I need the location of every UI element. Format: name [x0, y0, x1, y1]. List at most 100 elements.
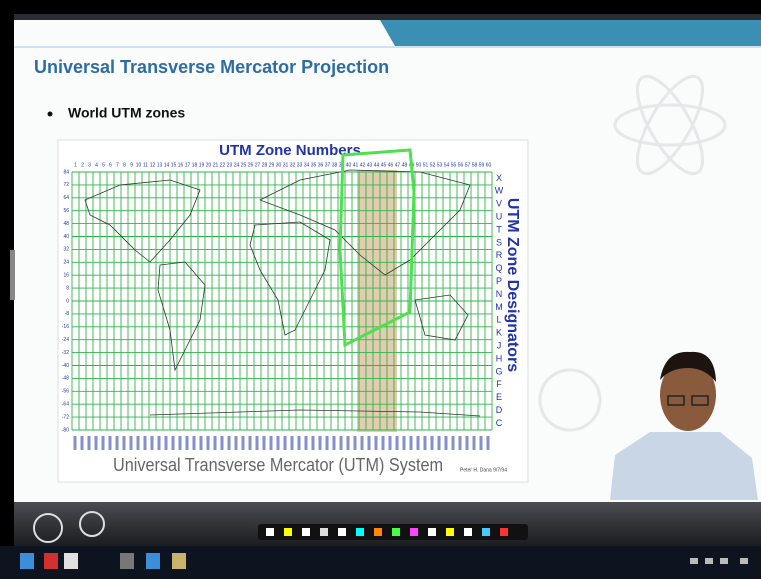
pen-tool[interactable] [338, 528, 346, 536]
taskbar-icon[interactable] [64, 553, 78, 569]
zone-number: 56 [458, 162, 464, 168]
longitude-tick-label [80, 436, 84, 450]
latitude-label: -48 [62, 376, 69, 382]
pen-tool[interactable] [302, 528, 310, 536]
zone-number: 52 [430, 162, 436, 168]
tray-icon [740, 558, 748, 564]
longitude-tick-label [346, 436, 350, 450]
longitude-tick-label [199, 436, 203, 450]
zone-designator: U [496, 212, 503, 222]
longitude-tick-label [388, 436, 392, 450]
latitude-label: 56 [63, 208, 69, 214]
zone-number: 60 [486, 162, 492, 168]
longitude-tick-label [164, 436, 168, 450]
zone-number: 23 [227, 162, 233, 168]
zone-number: 27 [255, 162, 261, 168]
longitude-tick-label [416, 436, 420, 450]
zone-number: 2 [81, 162, 84, 168]
map-system-title: Universal Transverse Mercator (UTM) Syst… [113, 455, 443, 475]
zone-designator: P [496, 276, 502, 286]
pen-tool[interactable] [500, 528, 508, 536]
latitude-label: 24 [63, 260, 69, 266]
longitude-tick-label [87, 436, 91, 450]
taskbar-icons [20, 553, 748, 569]
latitude-label: -40 [62, 363, 69, 369]
zone-number: 34 [304, 162, 310, 168]
zone-number: 11 [143, 162, 148, 168]
latitude-label: -64 [62, 402, 69, 408]
zone-number: 25 [241, 162, 247, 168]
zone-numbers-title: UTM Zone Numbers [219, 142, 361, 159]
latitude-label: 72 [63, 182, 69, 188]
pen-tool[interactable] [374, 528, 382, 536]
taskbar-icon[interactable] [120, 553, 134, 569]
longitude-tick-label [185, 436, 189, 450]
taskbar [0, 546, 761, 579]
longitude-tick-label [486, 436, 490, 450]
zone-number: 47 [395, 162, 401, 168]
zone-number: 31 [283, 162, 289, 168]
pen-tool[interactable] [464, 528, 472, 536]
latitude-label: -16 [62, 324, 69, 330]
pen-tool[interactable] [320, 528, 328, 536]
longitude-tick-label [332, 436, 336, 450]
longitude-tick-label [213, 436, 217, 450]
pen-tool[interactable] [410, 528, 418, 536]
zone-number: 16 [178, 162, 184, 168]
longitude-tick-label [430, 436, 434, 450]
pen-tool[interactable] [356, 528, 364, 536]
longitude-tick-label [227, 436, 231, 450]
longitude-tick-label [94, 436, 98, 450]
zone-number: 59 [479, 162, 485, 168]
zone-number: 50 [416, 162, 422, 168]
zone-number: 51 [423, 162, 429, 168]
zone-number: 30 [276, 162, 282, 168]
latitude-label: 16 [63, 273, 69, 279]
zone-designators-title: UTM Zone Designators [504, 198, 521, 372]
zone-number: 19 [199, 162, 205, 168]
decor-atom [538, 74, 727, 432]
pen-tool[interactable] [392, 528, 400, 536]
zone-number: 13 [157, 162, 163, 168]
longitude-tick-label [472, 436, 476, 450]
longitude-tick-label [367, 436, 371, 450]
zone-designator: D [496, 405, 503, 415]
zone-number: 15 [171, 162, 177, 168]
zone-number: 21 [213, 162, 219, 168]
longitude-tick-label [255, 436, 259, 450]
zone-designator: E [496, 392, 502, 402]
tray-icon [705, 558, 713, 564]
pen-tool[interactable] [482, 528, 490, 536]
zone-number: 53 [437, 162, 443, 168]
taskbar-icon[interactable] [20, 553, 34, 569]
india-region-outline [338, 148, 416, 348]
pen-tool[interactable] [266, 528, 274, 536]
pen-tool[interactable] [428, 528, 436, 536]
continent-outlines [84, 169, 481, 417]
taskbar-icon[interactable] [44, 553, 58, 569]
taskbar-icon[interactable] [172, 553, 186, 569]
zone-designator: G [495, 366, 502, 376]
zone-number: 42 [360, 162, 366, 168]
longitude-tick-label [437, 436, 441, 450]
zone-number: 20 [206, 162, 212, 168]
latitude-label: 48 [63, 221, 69, 227]
longitude-tick-label [381, 436, 385, 450]
longitude-tick-label [171, 436, 175, 450]
zone-number: 3 [88, 162, 91, 168]
zone-number: 18 [192, 162, 198, 168]
zone-designator: Q [495, 263, 502, 273]
scroll-handle [10, 250, 15, 300]
pen-tool[interactable] [284, 528, 292, 536]
zone-number: 12 [150, 162, 156, 168]
zone-number: 33 [297, 162, 303, 168]
pen-tool[interactable] [446, 528, 454, 536]
longitude-tick-label [360, 436, 364, 450]
taskbar-icon[interactable] [146, 553, 160, 569]
longitude-tick-label [402, 436, 406, 450]
longitude-tick-label [136, 436, 140, 450]
latitude-label: -80 [62, 427, 69, 433]
zone-number: 37 [325, 162, 331, 168]
longitude-tick-label [178, 436, 182, 450]
longitude-tick-label [297, 436, 301, 450]
